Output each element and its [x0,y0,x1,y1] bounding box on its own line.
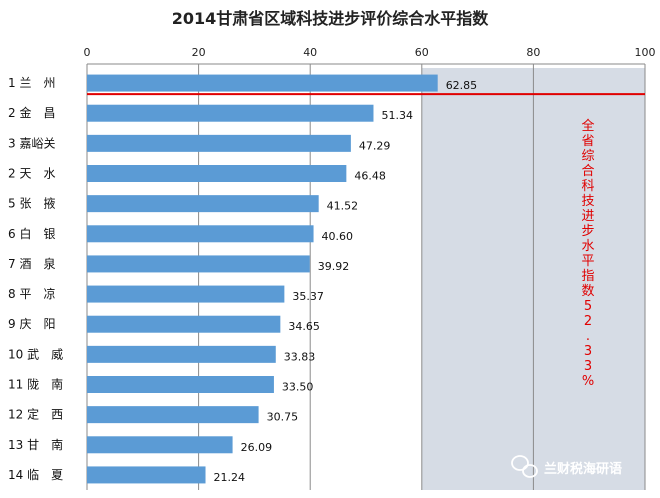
bar [87,436,233,454]
bar [87,376,274,393]
category-label: 10 武 威 [8,347,63,361]
category-label: 12 定 西 [8,407,63,422]
bar [87,466,206,484]
bar [87,195,319,213]
category-label: 2 金 昌 [8,105,55,120]
category-label: 5 张 掖 [8,197,55,211]
value-label: 62.85 [446,79,478,92]
value-label: 39.92 [318,260,350,273]
value-label: 51.34 [381,109,413,122]
wechat-icon [511,455,538,478]
reference-annotation: 全省综合科技进步水平指数 5 2. 3 3% [581,118,594,389]
bar [87,315,281,333]
bar [87,225,314,243]
bar [87,285,285,303]
value-label: 33.50 [282,381,314,394]
x-tick-label: 100 [635,46,656,59]
bar [87,74,438,92]
value-label: 47.29 [359,139,391,152]
bar [87,255,310,273]
x-tick-label: 60 [415,46,429,59]
category-label: 6 白 银 [8,226,55,241]
bar [87,134,351,152]
x-tick-label: 80 [526,46,540,59]
chart-title: 2014甘肃省区域科技进步评价综合水平指数 [172,9,490,28]
category-label: 9 庆 阳 [8,317,55,331]
value-label: 34.65 [288,320,320,333]
watermark: 兰财税海研语 [511,455,622,478]
plot-area: 0 20 40 60 80 100 1 兰 州 62.85 2 金 昌 51.34 3 嘉峪关 47.… [8,46,656,490]
bar [87,104,374,122]
value-label: 35.37 [292,290,324,303]
category-label: 1 兰 州 [8,76,55,90]
category-label: 13 甘 南 [8,437,63,452]
value-label: 33.83 [284,350,316,363]
value-label: 41.52 [327,200,359,213]
x-tick-label: 0 [84,46,91,59]
category-label: 3 嘉峪关 [8,136,55,150]
bar [87,406,259,424]
value-label: 30.75 [267,411,299,424]
category-label: 14 临 夏 [8,468,63,482]
watermark-text: 兰财税海研语 [544,461,622,477]
category-label: 11 陇 南 [8,377,63,392]
category-label: 7 酒 泉 [8,257,55,271]
value-label: 26.09 [241,441,273,454]
bar [87,345,276,363]
value-label: 21.24 [214,471,246,484]
category-label: 8 平 凉 [8,286,55,301]
x-tick-label: 20 [192,46,206,59]
value-label: 40.60 [322,230,354,243]
category-label: 2 天 水 [8,167,55,181]
x-tick-label: 40 [303,46,317,59]
bar [87,165,347,182]
value-label: 46.48 [354,170,386,183]
